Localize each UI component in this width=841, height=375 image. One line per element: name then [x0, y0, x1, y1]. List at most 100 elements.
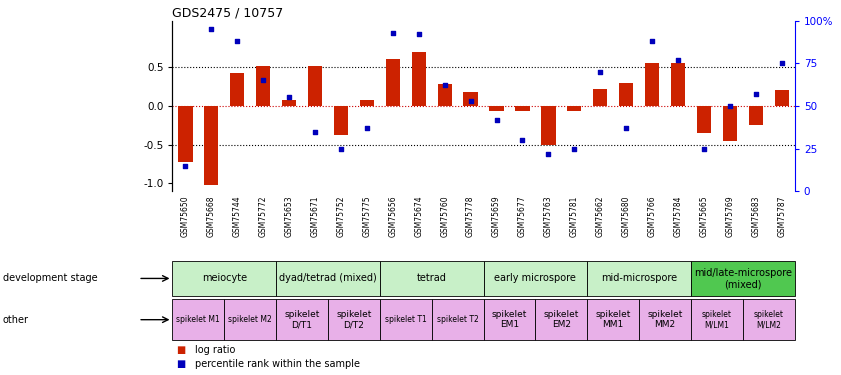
Bar: [671, 63, 685, 106]
Bar: [619, 82, 633, 106]
Bar: [536, 299, 587, 340]
Bar: [172, 261, 276, 296]
Text: GSM75653: GSM75653: [284, 196, 294, 237]
Text: percentile rank within the sample: percentile rank within the sample: [195, 359, 360, 369]
Point: [645, 38, 659, 44]
Bar: [360, 100, 374, 106]
Point: [178, 163, 192, 169]
Point: [360, 125, 373, 131]
Bar: [380, 299, 431, 340]
Point: [334, 146, 347, 152]
Bar: [431, 299, 484, 340]
Point: [620, 125, 633, 131]
Text: tetrad: tetrad: [417, 273, 447, 284]
Text: GSM75775: GSM75775: [362, 196, 372, 237]
Point: [230, 38, 244, 44]
Point: [412, 31, 426, 37]
Bar: [386, 59, 400, 106]
Text: GSM75683: GSM75683: [751, 196, 760, 237]
Bar: [697, 106, 711, 133]
Text: GSM75766: GSM75766: [648, 196, 657, 237]
Bar: [748, 106, 763, 125]
Text: GSM75668: GSM75668: [207, 196, 216, 237]
Bar: [225, 299, 276, 340]
Point: [489, 117, 503, 123]
Point: [775, 60, 789, 66]
Text: spikelet
EM2: spikelet EM2: [543, 310, 579, 329]
Text: GSM75772: GSM75772: [259, 196, 267, 237]
Text: spikelet
EM1: spikelet EM1: [492, 310, 527, 329]
Text: ■: ■: [177, 345, 186, 355]
Bar: [204, 106, 219, 185]
Bar: [775, 90, 789, 106]
Point: [438, 82, 452, 88]
Text: GSM75677: GSM75677: [518, 196, 527, 237]
Text: GSM75650: GSM75650: [181, 196, 190, 237]
Bar: [593, 89, 607, 106]
Text: early microspore: early microspore: [495, 273, 576, 284]
Bar: [411, 52, 426, 106]
Text: spikelet T1: spikelet T1: [385, 315, 426, 324]
Point: [723, 103, 737, 109]
Text: GSM75656: GSM75656: [389, 196, 397, 237]
Text: spikelet T2: spikelet T2: [436, 315, 479, 324]
Point: [697, 146, 711, 152]
Text: mid-microspore: mid-microspore: [601, 273, 677, 284]
Text: spikelet M1: spikelet M1: [177, 315, 220, 324]
Point: [309, 129, 322, 135]
Point: [257, 77, 270, 83]
Bar: [230, 74, 245, 106]
Text: GSM75665: GSM75665: [700, 196, 708, 237]
Bar: [567, 106, 581, 111]
Text: GSM75680: GSM75680: [621, 196, 631, 237]
Text: spikelet M2: spikelet M2: [228, 315, 272, 324]
Bar: [542, 106, 556, 145]
Point: [568, 146, 581, 152]
Text: ■: ■: [177, 359, 186, 369]
Text: spikelet
M/LM2: spikelet M/LM2: [754, 310, 784, 329]
Text: spikelet
MM2: spikelet MM2: [648, 310, 683, 329]
Bar: [516, 106, 530, 111]
Point: [464, 98, 478, 104]
Text: mid/late-microspore
(mixed): mid/late-microspore (mixed): [694, 268, 792, 289]
Text: log ratio: log ratio: [195, 345, 235, 355]
Text: GSM75778: GSM75778: [466, 196, 475, 237]
Text: development stage: development stage: [3, 273, 98, 284]
Bar: [308, 66, 322, 106]
Bar: [463, 92, 478, 106]
Bar: [484, 299, 536, 340]
Point: [671, 57, 685, 63]
Text: GSM75659: GSM75659: [492, 196, 501, 237]
Bar: [743, 299, 795, 340]
Text: GSM75781: GSM75781: [570, 196, 579, 237]
Bar: [178, 106, 193, 162]
Text: GSM75760: GSM75760: [440, 196, 449, 237]
Bar: [334, 106, 348, 135]
Point: [542, 151, 555, 157]
Point: [386, 30, 399, 36]
Text: GDS2475 / 10757: GDS2475 / 10757: [172, 6, 283, 20]
Text: spikelet
M/LM1: spikelet M/LM1: [702, 310, 732, 329]
Text: spikelet
MM1: spikelet MM1: [595, 310, 631, 329]
Text: spikelet
D/T2: spikelet D/T2: [336, 310, 372, 329]
Text: GSM75662: GSM75662: [595, 196, 605, 237]
Text: GSM75671: GSM75671: [310, 196, 320, 237]
Bar: [282, 100, 296, 106]
Bar: [587, 299, 639, 340]
Point: [516, 137, 529, 143]
Text: GSM75674: GSM75674: [415, 196, 423, 237]
Bar: [691, 299, 743, 340]
Bar: [276, 261, 380, 296]
Text: GSM75763: GSM75763: [544, 196, 553, 237]
Bar: [587, 261, 691, 296]
Bar: [691, 261, 795, 296]
Text: GSM75744: GSM75744: [233, 196, 241, 237]
Bar: [172, 299, 225, 340]
Bar: [484, 261, 587, 296]
Text: GSM75769: GSM75769: [726, 196, 734, 237]
Bar: [639, 299, 691, 340]
Text: GSM75784: GSM75784: [674, 196, 683, 237]
Bar: [276, 299, 328, 340]
Bar: [645, 63, 659, 106]
Text: meiocyte: meiocyte: [202, 273, 246, 284]
